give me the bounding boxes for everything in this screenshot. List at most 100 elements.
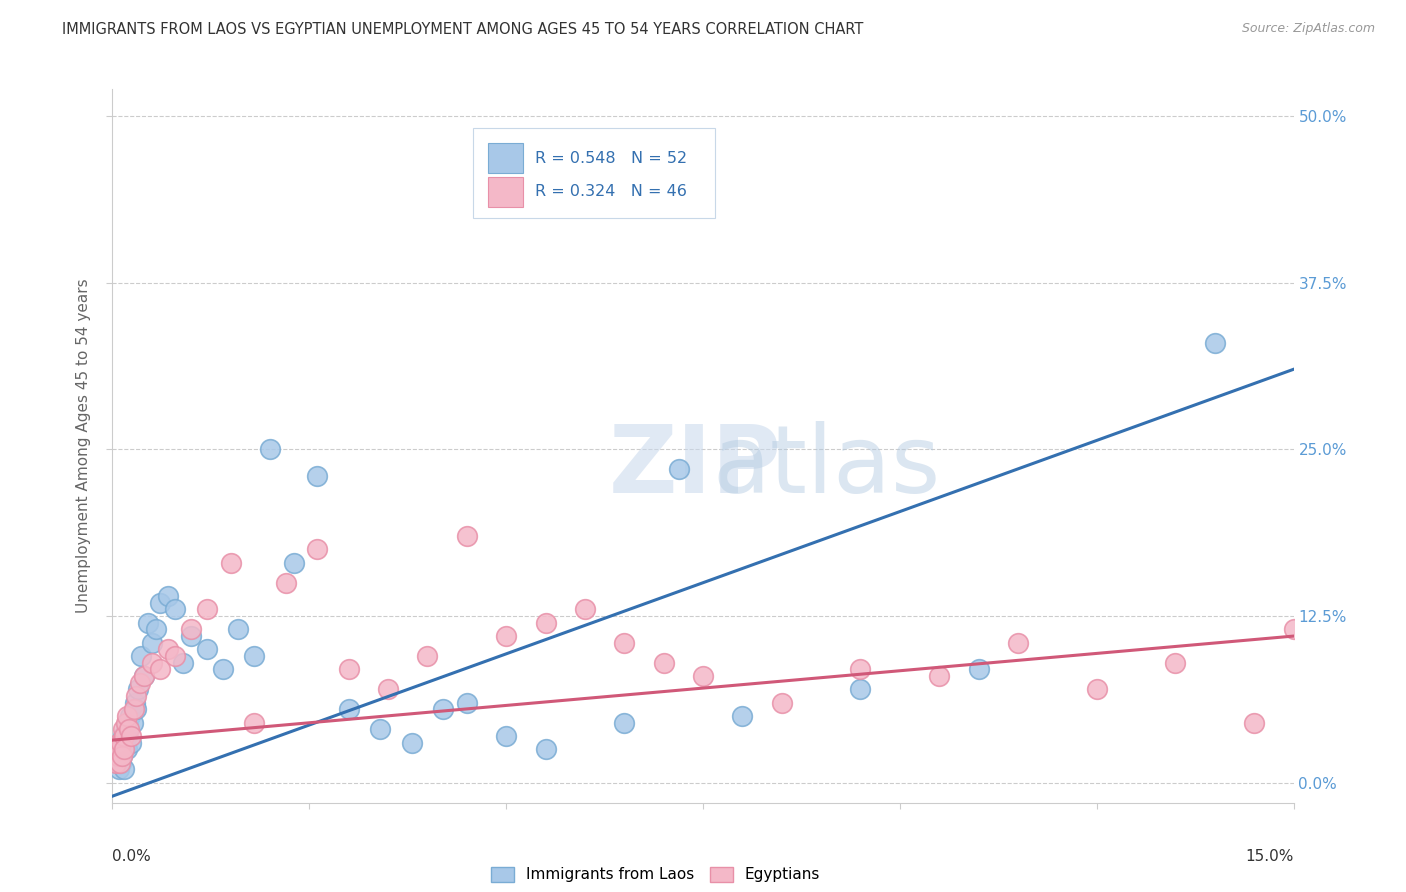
Point xyxy=(105,756,128,770)
Point xyxy=(180,623,202,637)
Point xyxy=(770,696,793,710)
Point xyxy=(114,736,136,750)
Text: 15.0%: 15.0% xyxy=(1246,849,1294,864)
Point xyxy=(108,742,131,756)
Point xyxy=(122,702,145,716)
Point xyxy=(534,742,557,756)
Point xyxy=(129,675,152,690)
Point xyxy=(211,662,233,676)
Legend: Immigrants from Laos, Egyptians: Immigrants from Laos, Egyptians xyxy=(485,861,827,888)
Point xyxy=(118,723,141,737)
Point xyxy=(849,662,872,676)
Point xyxy=(668,462,690,476)
Point xyxy=(110,756,132,770)
Point xyxy=(127,682,149,697)
Point xyxy=(243,649,266,664)
Point xyxy=(115,715,138,730)
Point xyxy=(125,702,148,716)
Point xyxy=(111,749,134,764)
Point xyxy=(368,723,391,737)
Point xyxy=(180,629,202,643)
Point xyxy=(613,715,636,730)
Text: R = 0.548   N = 52: R = 0.548 N = 52 xyxy=(536,151,688,166)
FancyBboxPatch shape xyxy=(488,144,523,173)
Point xyxy=(112,742,135,756)
Point xyxy=(136,615,159,630)
Point xyxy=(149,596,172,610)
Point xyxy=(432,702,454,716)
Point xyxy=(129,649,152,664)
Point xyxy=(112,763,135,777)
Text: Source: ZipAtlas.com: Source: ZipAtlas.com xyxy=(1241,22,1375,36)
Point xyxy=(141,636,163,650)
Point xyxy=(377,682,399,697)
Point xyxy=(124,696,146,710)
Point xyxy=(307,542,329,557)
Point xyxy=(456,529,478,543)
Point xyxy=(132,669,155,683)
Point xyxy=(107,763,129,777)
Text: ZIP: ZIP xyxy=(609,421,782,514)
Point xyxy=(967,662,990,676)
Point xyxy=(165,649,187,664)
Point xyxy=(652,182,675,196)
Point xyxy=(401,736,423,750)
Y-axis label: Unemployment Among Ages 45 to 54 years: Unemployment Among Ages 45 to 54 years xyxy=(76,278,91,614)
Text: 0.0%: 0.0% xyxy=(112,849,152,864)
Point xyxy=(112,742,135,756)
Point xyxy=(337,662,360,676)
Point xyxy=(1243,715,1265,730)
Point xyxy=(1085,682,1108,697)
Point xyxy=(307,469,329,483)
Point xyxy=(731,709,754,723)
Point xyxy=(110,736,132,750)
Point xyxy=(156,642,179,657)
FancyBboxPatch shape xyxy=(472,128,714,218)
Point xyxy=(107,749,129,764)
Point xyxy=(283,556,305,570)
Point xyxy=(132,669,155,683)
Point xyxy=(117,709,139,723)
Point xyxy=(495,629,517,643)
Point xyxy=(1007,636,1029,650)
Point xyxy=(456,696,478,710)
Point xyxy=(120,736,142,750)
Text: R = 0.324   N = 46: R = 0.324 N = 46 xyxy=(536,185,688,200)
Point xyxy=(117,715,139,730)
Point xyxy=(928,669,950,683)
Point xyxy=(115,742,138,756)
Point xyxy=(228,623,250,637)
Point xyxy=(574,602,596,616)
Point xyxy=(1164,656,1187,670)
Point xyxy=(118,709,141,723)
Point xyxy=(495,729,517,743)
FancyBboxPatch shape xyxy=(488,177,523,207)
Point xyxy=(110,756,132,770)
Text: atlas: atlas xyxy=(713,421,941,514)
Point xyxy=(534,615,557,630)
Point xyxy=(219,556,242,570)
Point xyxy=(337,702,360,716)
Point xyxy=(416,649,439,664)
Point xyxy=(125,689,148,703)
Point xyxy=(195,602,218,616)
Point xyxy=(849,682,872,697)
Point xyxy=(110,736,132,750)
Point xyxy=(111,729,134,743)
Point xyxy=(108,742,131,756)
Point xyxy=(243,715,266,730)
Point xyxy=(274,575,297,590)
Point xyxy=(120,729,142,743)
Point xyxy=(122,715,145,730)
Point xyxy=(105,756,128,770)
Point xyxy=(259,442,281,457)
Point xyxy=(111,723,134,737)
Point xyxy=(195,642,218,657)
Point xyxy=(112,729,135,743)
Point xyxy=(107,749,129,764)
Point xyxy=(692,669,714,683)
Point xyxy=(149,662,172,676)
Point xyxy=(141,656,163,670)
Point xyxy=(156,589,179,603)
Point xyxy=(613,636,636,650)
